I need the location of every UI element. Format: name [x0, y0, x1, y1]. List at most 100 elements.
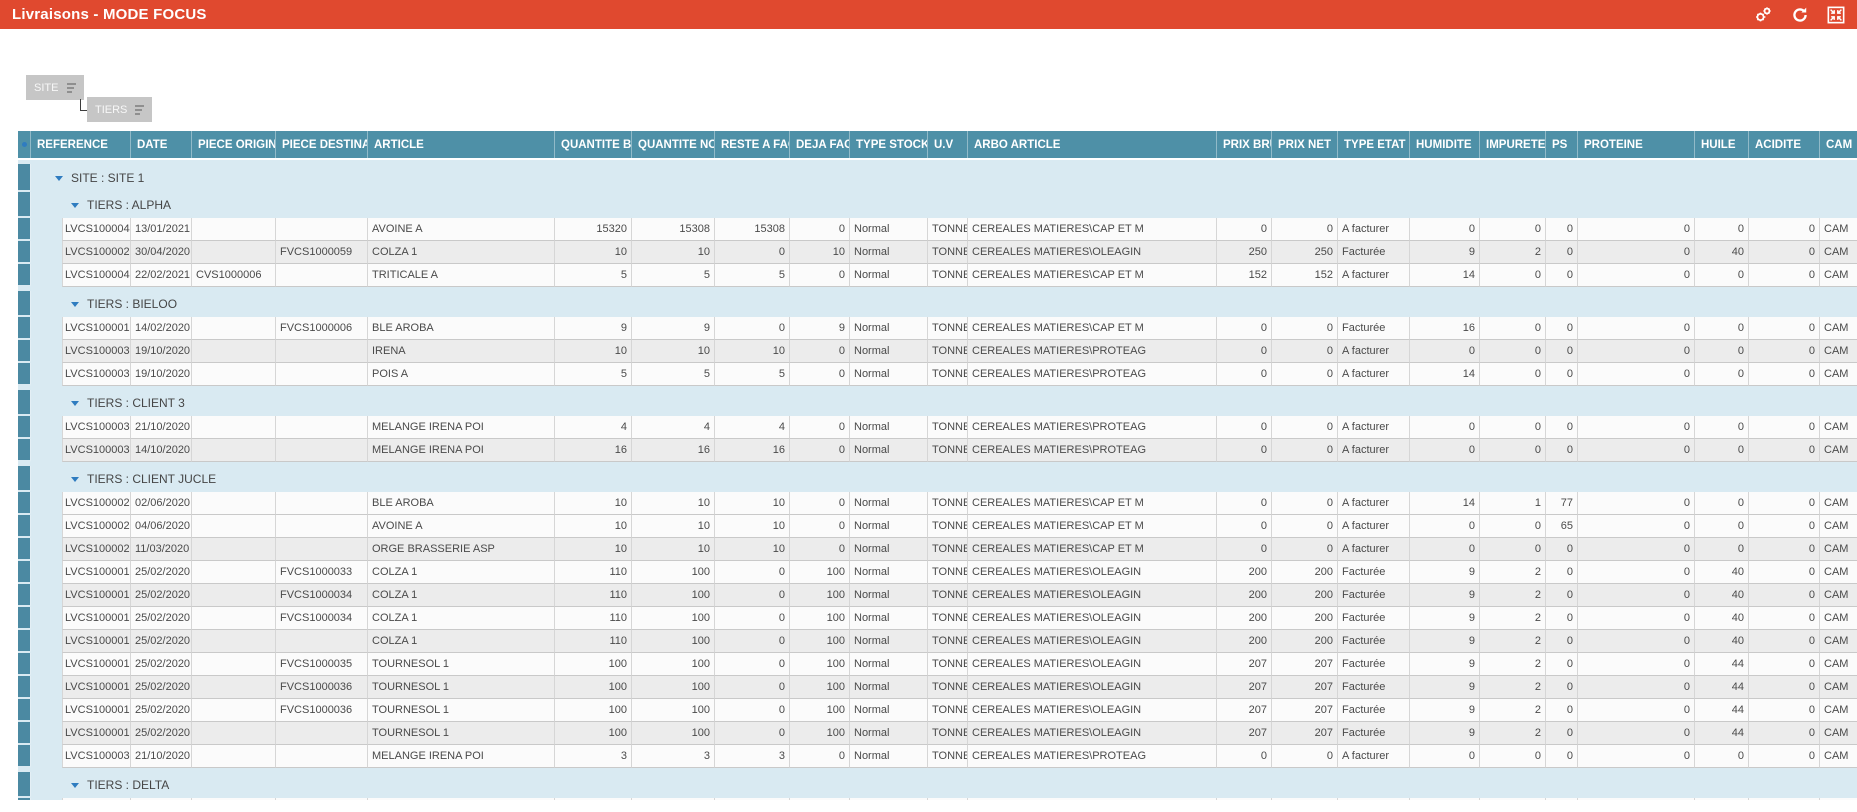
row-select-marker[interactable] [18, 439, 31, 462]
table-row[interactable]: LVCS1000045 22/02/2021 CVS1000006 TRITICALE… [18, 264, 1857, 287]
row-select-marker[interactable] [18, 390, 31, 416]
cell-campagne: CAM [1820, 264, 1857, 287]
column-header-type_stock[interactable]: TYPE STOCK [850, 131, 928, 158]
column-header-humidite[interactable]: HUMIDITE [1410, 131, 1480, 158]
column-header-reference[interactable]: REFERENCE [31, 131, 131, 158]
table-row[interactable]: LVCS1000044 13/01/2021 AVOINE A 15320 15308 1… [18, 218, 1857, 241]
cell-reste_a_fact: 0 [715, 630, 790, 653]
column-header-proteine[interactable]: PROTEINE [1578, 131, 1695, 158]
column-header-arbo_article[interactable]: ARBO ARTICLE [968, 131, 1217, 158]
column-header-quantite_br[interactable]: QUANTITE BR [555, 131, 632, 158]
select-all-marker[interactable] [18, 131, 31, 158]
cell-acidite: 0 [1749, 317, 1820, 340]
row-select-marker[interactable] [18, 416, 31, 439]
column-header-prix_bru[interactable]: PRIX BRU [1217, 131, 1272, 158]
row-select-marker[interactable] [18, 363, 31, 386]
column-header-deja_fact[interactable]: DEJA FACT [790, 131, 850, 158]
collapse-chevron-icon[interactable] [71, 301, 79, 307]
refresh-icon[interactable] [1790, 5, 1809, 24]
column-header-campagne[interactable]: CAM [1820, 131, 1857, 158]
row-select-marker[interactable] [18, 241, 31, 264]
cell-quantite_br: 100 [555, 676, 632, 699]
collapse-chevron-icon[interactable] [71, 476, 79, 482]
table-row[interactable]: LVCS1000035 14/10/2020 MELANGE IRENA POI 16… [18, 439, 1857, 462]
table-row[interactable]: LVCS1000038 21/10/2020 MELANGE IRENA POI 4 4… [18, 416, 1857, 439]
row-select-marker[interactable] [18, 192, 31, 218]
cell-type_etat: A facturer [1338, 416, 1410, 439]
cell-piece_origine [192, 439, 276, 462]
table-row[interactable]: LVCS1000019 25/02/2020 FVCS1000036 TOURNESO… [18, 676, 1857, 699]
group-row-tiers[interactable]: TIERS : DELTA [18, 772, 1857, 798]
cell-deja_fact: 0 [790, 340, 850, 363]
collapse-chevron-icon[interactable] [55, 175, 63, 181]
column-header-reste_a_fact[interactable]: RESTE A FACT [715, 131, 790, 158]
row-select-marker[interactable] [18, 340, 31, 363]
table-row[interactable]: LVCS1000019 25/02/2020 FVCS1000035 TOURNESO… [18, 653, 1857, 676]
row-select-marker[interactable] [18, 653, 31, 676]
group-row-tiers[interactable]: TIERS : CLIENT 3 [18, 390, 1857, 416]
settings-gears-icon[interactable] [1754, 5, 1773, 24]
row-select-marker[interactable] [18, 264, 31, 287]
row-select-marker[interactable] [18, 607, 31, 630]
clipped-row[interactable] [18, 798, 1857, 800]
column-header-impurete[interactable]: IMPURETE [1480, 131, 1546, 158]
table-row[interactable]: LVCS1000036 19/10/2020 IRENA 10 10 10 0 Normal T… [18, 340, 1857, 363]
cell-prix_bru: 0 [1217, 439, 1272, 462]
row-select-marker[interactable] [18, 218, 31, 241]
column-header-prix_net[interactable]: PRIX NET [1272, 131, 1338, 158]
table-row[interactable]: LVCS1000036 19/10/2020 POIS A 5 5 5 0 Normal TON… [18, 363, 1857, 386]
group-row-tiers[interactable]: TIERS : CLIENT JUCLE [18, 466, 1857, 492]
row-select-marker[interactable] [18, 317, 31, 340]
column-header-article[interactable]: ARTICLE [368, 131, 555, 158]
row-select-marker[interactable] [18, 676, 31, 699]
table-row[interactable]: LVCS1000012 14/02/2020 FVCS1000006 BLE AROB… [18, 317, 1857, 340]
tree-indent [31, 584, 62, 607]
collapse-chevron-icon[interactable] [71, 400, 79, 406]
row-select-marker[interactable] [18, 722, 31, 745]
column-header-acidite[interactable]: ACIDITE [1749, 131, 1820, 158]
table-row[interactable]: LVCS1000019 25/02/2020 TOURNESOL 1 100 100 0 1… [18, 722, 1857, 745]
row-select-marker[interactable] [18, 745, 31, 768]
column-header-ps[interactable]: PS [1546, 131, 1578, 158]
column-header-uv[interactable]: U.V [928, 131, 968, 158]
table-row[interactable]: LVCS1000018 25/02/2020 COLZA 1 110 100 0 100 No… [18, 630, 1857, 653]
column-header-huile[interactable]: HUILE [1695, 131, 1749, 158]
table-row[interactable]: LVCS1000026 02/06/2020 BLE AROBA 10 10 10 0 Nor… [18, 492, 1857, 515]
column-header-type_etat[interactable]: TYPE ETAT [1338, 131, 1410, 158]
row-select-marker[interactable] [18, 515, 31, 538]
row-select-marker[interactable] [18, 630, 31, 653]
group-row-site[interactable]: SITE : SITE 1 [18, 164, 1857, 192]
collapse-chevron-icon[interactable] [71, 202, 79, 208]
table-row[interactable]: LVCS1000021 11/03/2020 ORGE BRASSERIE ASP 1… [18, 538, 1857, 561]
column-header-quantite_no[interactable]: QUANTITE NO [632, 131, 715, 158]
column-header-piece_destinat[interactable]: PIECE DESTINAT [276, 131, 368, 158]
collapse-chevron-icon[interactable] [71, 782, 79, 788]
column-header-date[interactable]: DATE [131, 131, 192, 158]
group-chip-site[interactable]: SITE [26, 75, 84, 100]
cell-arbo_article: CEREALES MATIERES\CAP ET M [968, 492, 1217, 515]
row-select-marker[interactable] [18, 466, 31, 492]
row-select-marker[interactable] [18, 492, 31, 515]
table-row[interactable]: LVCS1000027 04/06/2020 AVOINE A 10 10 10 0 Norm… [18, 515, 1857, 538]
cell-type_etat: A facturer [1338, 515, 1410, 538]
row-select-marker[interactable] [18, 561, 31, 584]
group-chip-tiers[interactable]: TIERS [87, 97, 152, 122]
collapse-grid-icon[interactable] [1826, 5, 1845, 24]
row-select-marker[interactable] [18, 291, 31, 317]
cell-piece_destinat: FVCS1000036 [276, 676, 368, 699]
column-header-piece_origine[interactable]: PIECE ORIGINE [192, 131, 276, 158]
row-select-marker[interactable] [18, 772, 31, 798]
row-select-marker[interactable] [18, 164, 31, 192]
table-row[interactable]: LVCS1000019 25/02/2020 FVCS1000036 TOURNESO… [18, 699, 1857, 722]
group-row-tiers[interactable]: TIERS : ALPHA [18, 192, 1857, 218]
table-row[interactable]: LVCS1000037 21/10/2020 MELANGE IRENA POI 3 3… [18, 745, 1857, 768]
row-select-marker[interactable] [18, 538, 31, 561]
row-select-marker[interactable] [18, 584, 31, 607]
group-row-tiers[interactable]: TIERS : BIELOO [18, 291, 1857, 317]
row-select-marker[interactable] [18, 699, 31, 722]
row-select-marker[interactable] [18, 798, 31, 800]
